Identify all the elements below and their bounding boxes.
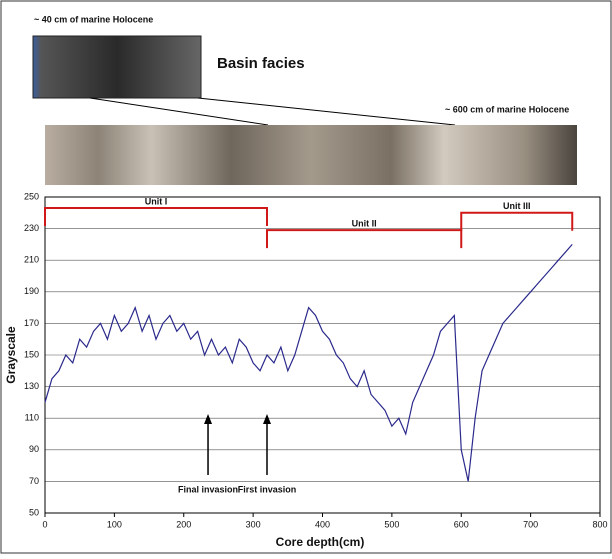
y-tick-label: 50 (29, 507, 39, 517)
y-tick-label: 70 (29, 476, 39, 486)
unit-label: Unit III (503, 201, 531, 211)
x-tick-label: 100 (107, 519, 122, 529)
x-tick-label: 400 (315, 519, 330, 529)
y-tick-label: 230 (24, 223, 39, 233)
long-core (45, 125, 577, 185)
unit-label: Unit I (145, 196, 168, 206)
y-tick-label: 170 (24, 318, 39, 328)
facies-label: Basin facies (217, 55, 305, 72)
y-tick-label: 210 (24, 255, 39, 265)
arrow-label: Final invasion (178, 484, 238, 494)
arrow-label: First invasion (238, 484, 297, 494)
connector (198, 98, 455, 125)
unit-bracket (461, 213, 572, 231)
arrow-head (204, 414, 212, 424)
unit-label: Unit II (352, 219, 377, 229)
x-axis-title: Core depth(cm) (276, 535, 365, 549)
y-axis-title: Grayscale (4, 326, 18, 384)
y-tick-label: 130 (24, 381, 39, 391)
figure: ~ 40 cm of marine Holocene Basin facies … (0, 0, 612, 554)
y-tick-label: 150 (24, 349, 39, 359)
x-tick-label: 600 (454, 519, 469, 529)
y-tick-label: 190 (24, 286, 39, 296)
x-tick-label: 0 (42, 519, 47, 529)
unit-bracket (45, 208, 267, 226)
top-label: ~ 40 cm of marine Holocene (34, 14, 153, 24)
short-core (33, 36, 201, 98)
x-tick-label: 300 (246, 519, 261, 529)
x-tick-label: 800 (592, 519, 607, 529)
series-line (45, 244, 572, 481)
arrow-head (263, 414, 271, 424)
y-tick-label: 90 (29, 444, 39, 454)
core-label: ~ 600 cm of marine Holocene (445, 104, 569, 114)
y-tick-label: 110 (25, 413, 39, 423)
x-tick-label: 500 (384, 519, 399, 529)
y-tick-label: 250 (24, 191, 39, 201)
x-tick-label: 700 (523, 519, 538, 529)
x-tick-label: 200 (176, 519, 191, 529)
unit-bracket (267, 230, 461, 248)
